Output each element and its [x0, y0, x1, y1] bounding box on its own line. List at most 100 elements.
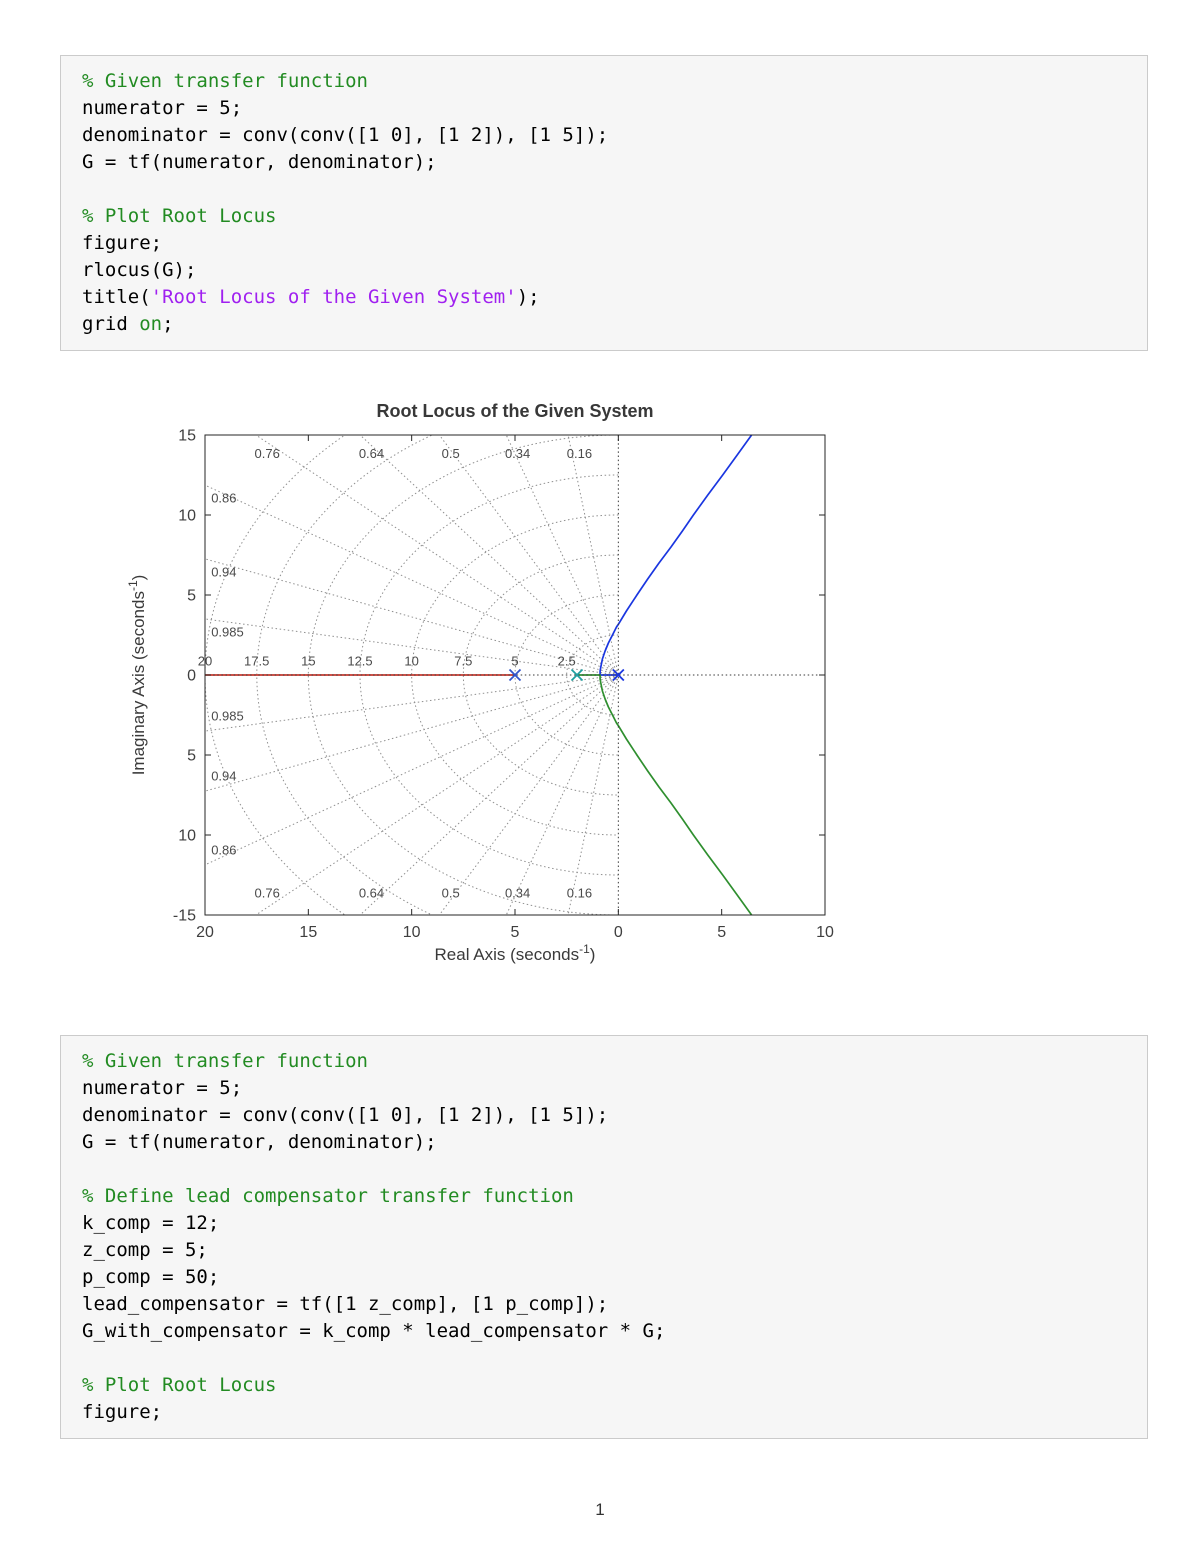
zeta-label: 0.34 [505, 446, 530, 461]
code-block-2: % Given transfer function numerator = 5; d… [60, 1035, 1148, 1439]
code-segment: p_comp = 50; [82, 1266, 220, 1288]
code-segment: G_with_compensator = k_comp * lead_compe… [82, 1320, 666, 1342]
code-segment: numerator = 5; [82, 1077, 243, 1099]
x-tick-label: 5 [511, 924, 520, 941]
zeta-line [567, 674, 619, 915]
code-line: lead_compensator = tf([1 z_comp], [1 p_c… [82, 1291, 1126, 1318]
zeta-line [505, 674, 619, 915]
code-line: G_with_compensator = k_comp * lead_compe… [82, 1318, 1126, 1345]
root-locus-figure: 20 15 10 5 0 5 10 15 10 5 0 5 10 -15 0.16 0.16 0.34 0.34 0… [120, 390, 880, 990]
locus-branch-upper [599, 435, 753, 676]
code-line: numerator = 5; [82, 1075, 1126, 1102]
code-segment: denominator = conv(conv([1 0], [1 2]), [… [82, 124, 609, 146]
code-line: G = tf(numerator, denominator); [82, 149, 1126, 176]
root-locus-svg: 20 15 10 5 0 5 10 15 10 5 0 5 10 -15 0.16 0.16 0.34 0.34 0… [126, 401, 834, 964]
x-tick-label: 5 [717, 924, 726, 941]
zeta-label: 0.985 [211, 709, 244, 724]
code-segment: ; [162, 313, 174, 335]
zeta-label: 0.16 [567, 446, 592, 461]
zeta-label: 0.76 [255, 885, 280, 900]
code-segment: G = tf(numerator, denominator); [82, 1131, 437, 1153]
code-block-1: % Given transfer function numerator = 5; d… [60, 55, 1148, 351]
code-line: grid on; [82, 311, 1126, 338]
code-segment: % Define lead compensator transfer funct… [82, 1185, 574, 1207]
code-line [82, 176, 1126, 203]
zeta-label: 0.86 [211, 491, 236, 506]
code-line: figure; [82, 1399, 1126, 1426]
code-line: z_comp = 5; [82, 1237, 1126, 1264]
wn-label: 2.5 [558, 653, 576, 668]
x-tick-label: 10 [403, 924, 421, 941]
code-segment: ); [516, 286, 540, 308]
zeta-line [205, 674, 619, 792]
code-segment: figure; [82, 1401, 163, 1423]
code-line: % Plot Root Locus [82, 203, 1126, 230]
pole-marker [508, 668, 522, 682]
sgrid [205, 435, 753, 915]
zeta-line [359, 435, 619, 676]
zeta-label: 0.64 [359, 885, 384, 900]
x-tick-label: 0 [614, 924, 623, 941]
y-tick-label: -15 [173, 908, 196, 925]
y-tick-label: 5 [187, 748, 196, 765]
page-number: 1 [595, 1500, 605, 1519]
code-segment: % Plot Root Locus [82, 205, 277, 227]
code-segment: G = tf(numerator, denominator); [82, 151, 437, 173]
code-line: % Plot Root Locus [82, 1372, 1126, 1399]
wn-label: 12.5 [347, 653, 372, 668]
y-tick-label: 10 [178, 508, 196, 525]
code-line: % Given transfer function [82, 68, 1126, 95]
zeta-label: 0.16 [567, 885, 592, 900]
zeta-label: 0.985 [211, 625, 244, 640]
code-line: k_comp = 12; [82, 1210, 1126, 1237]
code-segment: title( [82, 286, 151, 308]
zeta-label: 0.86 [211, 842, 236, 857]
code-line: denominator = conv(conv([1 0], [1 2]), [… [82, 122, 1126, 149]
y-tick-label: 10 [178, 828, 196, 845]
code-segment: % Given transfer function [82, 70, 368, 92]
zeta-label: 0.64 [359, 446, 384, 461]
wn-label: 20 [198, 653, 212, 668]
code-line: G = tf(numerator, denominator); [82, 1129, 1126, 1156]
wn-label: 5 [511, 653, 518, 668]
locus-branch-lower [577, 674, 753, 915]
zeta-line [205, 484, 619, 676]
code-segment: z_comp = 5; [82, 1239, 208, 1261]
code-line: rlocus(G); [82, 257, 1126, 284]
zeta-label: 0.94 [211, 769, 236, 784]
code-segment: denominator = conv(conv([1 0], [1 2]), [… [82, 1104, 609, 1126]
code-line: denominator = conv(conv([1 0], [1 2]), [… [82, 1102, 1126, 1129]
code-line: p_comp = 50; [82, 1264, 1126, 1291]
zeta-line [205, 674, 619, 866]
pole-marker [570, 668, 584, 682]
code-line [82, 1156, 1126, 1183]
code-segment: lead_compensator = tf([1 z_comp], [1 p_c… [82, 1293, 609, 1315]
code-line: numerator = 5; [82, 95, 1126, 122]
code-segment: figure; [82, 232, 163, 254]
code-segment: rlocus(G); [82, 259, 197, 281]
wn-label: 7.5 [454, 653, 472, 668]
zeta-line [567, 435, 619, 676]
wn-label: 15 [301, 653, 315, 668]
x-tick-label: 20 [196, 924, 214, 941]
code-line: % Define lead compensator transfer funct… [82, 1183, 1126, 1210]
code-segment: 'Root Locus of the Given System' [150, 286, 517, 308]
code-segment: k_comp = 12; [82, 1212, 220, 1234]
x-tick-label: 15 [299, 924, 317, 941]
code-line [82, 1345, 1126, 1372]
zeta-label: 0.34 [505, 885, 530, 900]
code-line: figure; [82, 230, 1126, 257]
y-tick-label: 5 [187, 588, 196, 605]
y-axis-label: Imaginary Axis (seconds-1) [126, 575, 148, 776]
wn-label: 17.5 [244, 653, 269, 668]
wn-circle [411, 514, 619, 836]
code-segment: grid [82, 313, 140, 335]
code-segment: numerator = 5; [82, 97, 243, 119]
y-tick-label: 15 [178, 428, 196, 445]
x-axis-label: Real Axis (seconds-1) [435, 942, 596, 964]
pole-markers [508, 668, 625, 682]
zeta-label: 0.94 [211, 564, 236, 579]
zeta-label: 0.76 [255, 446, 280, 461]
zeta-line [505, 435, 619, 676]
chart-title: Root Locus of the Given System [376, 401, 653, 421]
